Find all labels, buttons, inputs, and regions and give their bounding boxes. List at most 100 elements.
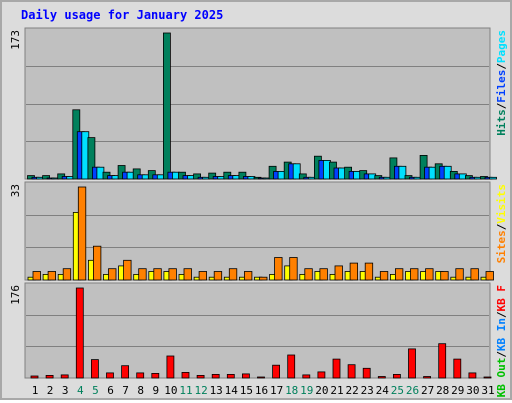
x-tick-label-day-20: 20 xyxy=(315,384,328,397)
bar-kb-f-day-23 xyxy=(362,367,371,379)
legend-top-4: Hits xyxy=(495,109,508,136)
plot-area-top xyxy=(24,27,491,180)
usage-chart: Daily usage for January 2025 173 Pages/Fi… xyxy=(9,8,508,398)
bar-sites-day-28 xyxy=(440,271,449,281)
bar-hits-day-13 xyxy=(208,172,217,180)
bar-kb-f-day-29 xyxy=(453,358,462,379)
x-tick-label-day-28: 28 xyxy=(436,384,449,397)
legend-bottom-4: KB Out xyxy=(495,358,508,398)
bar-kb-f-day-11 xyxy=(181,371,190,379)
bar-kb-f-day-12 xyxy=(196,374,205,379)
x-tick-label-day-23: 23 xyxy=(361,384,374,397)
bar-kb-f-day-4 xyxy=(75,287,84,379)
bar-sites-day-5 xyxy=(93,245,102,281)
bar-sites-day-29 xyxy=(455,268,464,281)
legend-middle-0: Visits xyxy=(495,184,508,224)
bar-kb-f-day-2 xyxy=(45,374,54,379)
bar-sites-day-9 xyxy=(153,268,162,281)
bar-kb-f-day-27 xyxy=(423,376,432,379)
bar-sites-day-18 xyxy=(289,257,298,281)
x-tick-label-day-17: 17 xyxy=(270,384,283,397)
bar-sites-day-30 xyxy=(470,268,479,281)
x-tick-label-day-27: 27 xyxy=(421,384,434,397)
x-tick-label-day-21: 21 xyxy=(330,384,343,397)
bar-kb-f-day-25 xyxy=(392,373,401,379)
bar-kb-f-day-1 xyxy=(30,375,39,379)
bar-sites-day-2 xyxy=(47,271,56,281)
x-tick-label-day-15: 15 xyxy=(240,384,253,397)
bar-kb-f-day-26 xyxy=(408,348,416,379)
bar-sites-day-1 xyxy=(32,271,41,281)
bar-sites-day-17 xyxy=(274,257,283,281)
x-tick-label-day-22: 22 xyxy=(345,384,358,397)
bar-sites-day-10 xyxy=(168,268,177,281)
bar-sites-day-21 xyxy=(334,265,343,281)
legend-middle-2: Sites xyxy=(495,230,508,263)
x-tick-label-day-18: 18 xyxy=(285,384,298,397)
x-tick-label-day-2: 2 xyxy=(47,384,54,397)
x-tick-label-day-9: 9 xyxy=(152,384,159,397)
chart-title: Daily usage for January 2025 xyxy=(21,8,223,22)
bar-sites-day-8 xyxy=(138,268,147,281)
bar-kb-f-day-14 xyxy=(226,373,235,379)
x-tick-label-day-30: 30 xyxy=(466,384,479,397)
bar-kb-f-day-13 xyxy=(211,373,220,379)
bar-kb-f-day-3 xyxy=(60,374,69,379)
legend-top-3: / xyxy=(495,102,508,109)
legend-top-2: Files xyxy=(495,70,508,103)
bar-kb-f-day-9 xyxy=(151,372,160,379)
bar-kb-f-day-16 xyxy=(257,376,265,379)
legend-bottom-3: / xyxy=(495,351,508,358)
x-tick-label-day-25: 25 xyxy=(391,384,404,397)
legend-bottom-0: KB F xyxy=(495,285,508,312)
bar-hits-day-19 xyxy=(298,173,307,180)
bar-hits-day-8 xyxy=(132,168,141,180)
bar-kb-f-day-30 xyxy=(468,372,477,379)
bar-sites-day-11 xyxy=(183,268,192,281)
bar-kb-f-day-7 xyxy=(121,365,129,379)
bar-kb-f-day-15 xyxy=(241,373,250,379)
legend-top-0: Pages xyxy=(495,30,508,63)
bar-sites-day-12 xyxy=(198,271,208,281)
plot-area-middle xyxy=(24,181,491,281)
bar-hits-day-2 xyxy=(42,175,50,180)
legend-bottom-2: KB In xyxy=(495,318,508,351)
bar-sites-day-31 xyxy=(485,271,494,281)
x-tick-label-day-5: 5 xyxy=(92,384,99,397)
x-tick-label-day-14: 14 xyxy=(225,384,239,397)
bar-sites-day-27 xyxy=(425,268,434,281)
x-tick-label-day-8: 8 xyxy=(137,384,144,397)
bar-kb-f-day-20 xyxy=(317,371,326,379)
bar-kb-f-day-21 xyxy=(332,358,341,379)
bar-sites-day-16 xyxy=(259,276,268,281)
bar-kb-f-day-6 xyxy=(106,372,114,379)
bar-sites-day-22 xyxy=(349,262,359,281)
x-tick-label-day-12: 12 xyxy=(194,384,207,397)
bar-sites-day-25 xyxy=(394,268,404,281)
x-tick-label-day-4: 4 xyxy=(77,384,84,397)
bar-sites-day-19 xyxy=(304,268,313,281)
x-tick-label-day-1: 1 xyxy=(32,384,39,397)
x-tick-label-day-29: 29 xyxy=(451,384,464,397)
x-tick-label-day-26: 26 xyxy=(406,384,419,397)
bar-sites-day-26 xyxy=(410,268,419,281)
legend-middle-1: / xyxy=(495,223,508,230)
legend-bottom-1: / xyxy=(495,311,508,318)
bar-pages-day-25 xyxy=(398,165,407,180)
bar-kb-f-day-31 xyxy=(483,376,492,379)
x-tick-label-day-6: 6 xyxy=(107,384,114,397)
x-tick-label-day-3: 3 xyxy=(62,384,69,397)
bar-hits-day-10 xyxy=(162,32,171,180)
bar-hits-day-15 xyxy=(238,171,247,180)
bar-sites-day-20 xyxy=(319,268,328,281)
bar-pages-day-31 xyxy=(489,176,497,180)
bar-sites-day-6 xyxy=(108,268,117,281)
bar-sites-day-3 xyxy=(62,268,72,281)
bar-sites-day-15 xyxy=(243,271,253,281)
bar-sites-day-7 xyxy=(123,259,132,281)
bar-kb-f-day-10 xyxy=(166,355,175,379)
bar-kb-f-day-18 xyxy=(287,354,296,379)
x-tick-label-day-19: 19 xyxy=(300,384,313,397)
x-tick-label-day-31: 31 xyxy=(481,384,494,397)
